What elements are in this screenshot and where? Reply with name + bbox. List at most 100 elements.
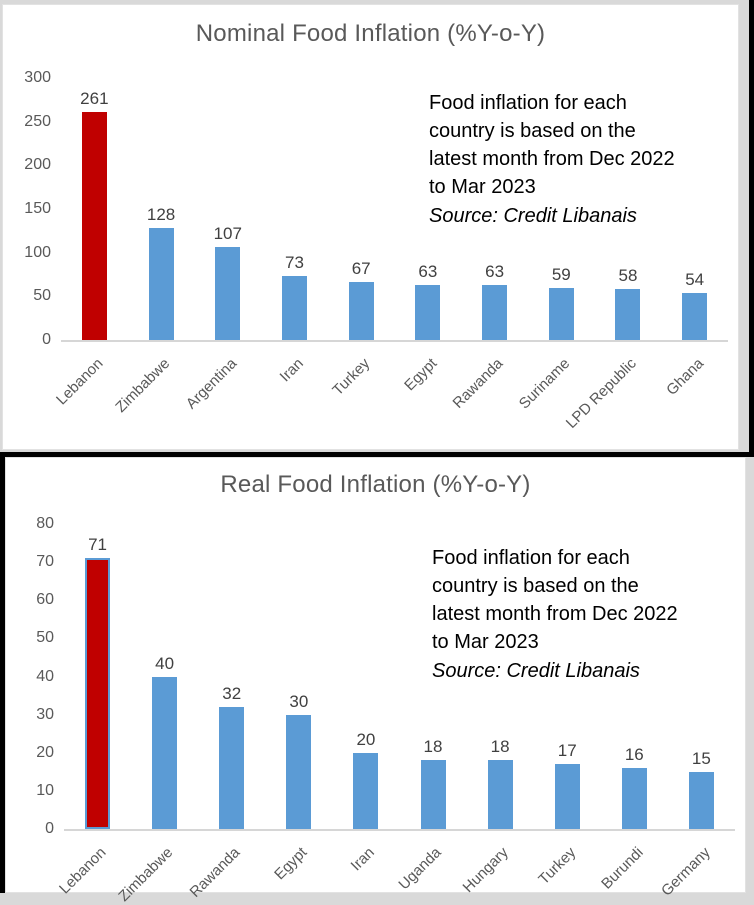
bar-slot: 58 bbox=[595, 78, 662, 340]
x-axis-label-slot: Burundi bbox=[597, 834, 668, 905]
bar-rawanda bbox=[219, 707, 245, 829]
bar-value-label: 18 bbox=[423, 737, 443, 757]
annotation-note: Food inflation for each country is based … bbox=[432, 544, 678, 685]
bar-slot: 18 bbox=[467, 524, 534, 829]
bar-slot: 261 bbox=[61, 78, 128, 340]
chart-title: Nominal Food Inflation (%Y-o-Y) bbox=[195, 20, 546, 47]
bar-egypt bbox=[286, 714, 312, 829]
bar-slot: 40 bbox=[131, 524, 198, 829]
bar-lpd-republic bbox=[615, 289, 641, 340]
bar-slot: 30 bbox=[265, 524, 332, 829]
y-axis-tick-label: 50 bbox=[36, 629, 54, 647]
y-axis-tick-label: 40 bbox=[36, 667, 54, 685]
plot-area: 71 40 32 30 20 18 18 17 16 15 bbox=[64, 524, 735, 831]
chart-title: Real Food Inflation (%Y-o-Y) bbox=[220, 471, 531, 498]
y-axis-tick-label: 0 bbox=[42, 331, 51, 348]
bar-value-label: 40 bbox=[155, 653, 175, 673]
bar-value-label: 30 bbox=[289, 691, 309, 711]
y-axis-tick-label: 80 bbox=[36, 515, 54, 532]
bar-lebanon bbox=[81, 112, 107, 340]
x-axis-label-slot: Zimbabwe bbox=[116, 834, 198, 905]
bar-value-label: 16 bbox=[624, 745, 644, 764]
x-axis-label-slot: Lebanon bbox=[53, 345, 128, 445]
x-axis-label-slot: Egypt bbox=[265, 834, 332, 905]
bar-value-label: 63 bbox=[418, 261, 438, 281]
y-axis-tick-label: 100 bbox=[24, 243, 51, 261]
x-axis-label: Iran bbox=[276, 355, 307, 386]
bar-slot: 128 bbox=[128, 78, 195, 340]
x-axis-label: Hungary bbox=[460, 844, 513, 897]
y-axis-tick-label: 300 bbox=[24, 69, 51, 86]
bar-value-label: 128 bbox=[146, 205, 176, 225]
bar-slot: 32 bbox=[198, 524, 265, 829]
bar-slot: 67 bbox=[328, 78, 395, 340]
bar-turkey bbox=[348, 281, 374, 340]
x-axis-label-slot: Germany bbox=[658, 834, 735, 905]
y-axis: 0 50 100 150 200 250 300 bbox=[13, 69, 51, 348]
bar-germany bbox=[688, 771, 714, 829]
y-axis-tick-label: 10 bbox=[36, 781, 54, 799]
bar-value-label: 67 bbox=[351, 258, 371, 278]
x-axis-label-slot: Zimbabwe bbox=[112, 345, 195, 445]
bar-value-label: 107 bbox=[213, 223, 242, 243]
border-line bbox=[749, 0, 754, 452]
x-axis-label-slot: Turkey bbox=[534, 834, 601, 905]
x-axis-label: Turkey bbox=[535, 844, 580, 889]
nominal-inflation-chart-panel: Nominal Food Inflation (%Y-o-Y) 0 50 100 15… bbox=[2, 4, 739, 450]
bar-slot: 73 bbox=[261, 78, 328, 340]
x-axis-label-slot: Turkey bbox=[328, 345, 395, 445]
y-axis-tick-label: 200 bbox=[24, 156, 51, 174]
bar-slot: 18 bbox=[399, 524, 466, 829]
y-axis-tick-label: 150 bbox=[24, 200, 51, 217]
x-axis-label-slot: Egypt bbox=[395, 345, 462, 445]
x-axis-label-slot: Argentina bbox=[182, 345, 261, 445]
y-axis-tick-label: 70 bbox=[36, 553, 54, 571]
bar-turkey bbox=[554, 764, 580, 829]
x-axis-label: Ghana bbox=[662, 355, 707, 399]
bar-value-label: 17 bbox=[557, 741, 577, 761]
border-line bbox=[0, 452, 754, 457]
bar-value-label: 18 bbox=[490, 737, 510, 757]
chart-plot-region: 0 10 20 30 40 50 60 70 80 71 40 32 30 20 18 18 17 16 15 bbox=[16, 515, 737, 837]
real-inflation-chart-panel: Real Food Inflation (%Y-o-Y) 0 10 20 30 40 50… bbox=[5, 457, 746, 905]
bar-slot: 16 bbox=[601, 524, 668, 829]
bar-argentina bbox=[215, 246, 241, 340]
bar-slot: 17 bbox=[534, 524, 601, 829]
bar-burundi bbox=[621, 768, 647, 829]
bar-value-label: 71 bbox=[88, 535, 107, 555]
bar-ghana bbox=[682, 292, 708, 340]
bar-value-label: 73 bbox=[285, 253, 304, 273]
x-axis-label-slot: LPD Republic bbox=[563, 345, 662, 445]
bar-egypt bbox=[415, 284, 441, 340]
bar-value-label: 32 bbox=[222, 684, 242, 703]
bar-rawanda bbox=[482, 284, 508, 340]
x-axis-label: Egypt bbox=[271, 844, 311, 884]
bar-iran bbox=[281, 276, 307, 340]
x-axis-label: Lebanon bbox=[56, 844, 110, 898]
bar-slot: 20 bbox=[332, 524, 399, 829]
bar-value-label: 261 bbox=[80, 89, 109, 109]
chart-plot-region: 0 50 100 150 200 250 300 261 128 107 73 67 63 63 59 58… bbox=[13, 69, 730, 348]
x-axis-label: Iran bbox=[347, 844, 378, 875]
bar-uganda bbox=[420, 760, 446, 829]
bar-value-label: 63 bbox=[485, 261, 505, 281]
bar-suriname bbox=[548, 288, 574, 340]
bar-value-label: 15 bbox=[691, 748, 711, 768]
x-axis-labels: Lebanon Zimbabwe Argentina Iran Turkey Egypt R… bbox=[53, 345, 728, 445]
x-axis-label-slot: Iran bbox=[332, 834, 399, 905]
x-axis-labels: Lebanon Zimbabwe Rawanda Egypt Iran Uganda Hun… bbox=[56, 834, 735, 905]
x-axis-label-slot: Rawanda bbox=[187, 834, 265, 905]
x-axis-label: Turkey bbox=[329, 355, 374, 400]
bar-slot: 63 bbox=[395, 78, 462, 340]
x-axis-label: Uganda bbox=[395, 844, 446, 894]
plot-area: 261 128 107 73 67 63 63 59 58 54 bbox=[61, 78, 728, 342]
source-note: Source: Credit Libanais bbox=[429, 205, 637, 227]
bar-slot: 15 bbox=[668, 524, 735, 829]
x-axis-label-slot: Hungary bbox=[460, 834, 534, 905]
x-axis-label: Burundi bbox=[597, 844, 647, 893]
bar-value-label: 58 bbox=[618, 266, 638, 286]
annotation-text: Food inflation for each country is based … bbox=[432, 547, 678, 653]
y-axis-tick-label: 250 bbox=[24, 112, 51, 130]
bar-slot: 63 bbox=[461, 78, 528, 340]
